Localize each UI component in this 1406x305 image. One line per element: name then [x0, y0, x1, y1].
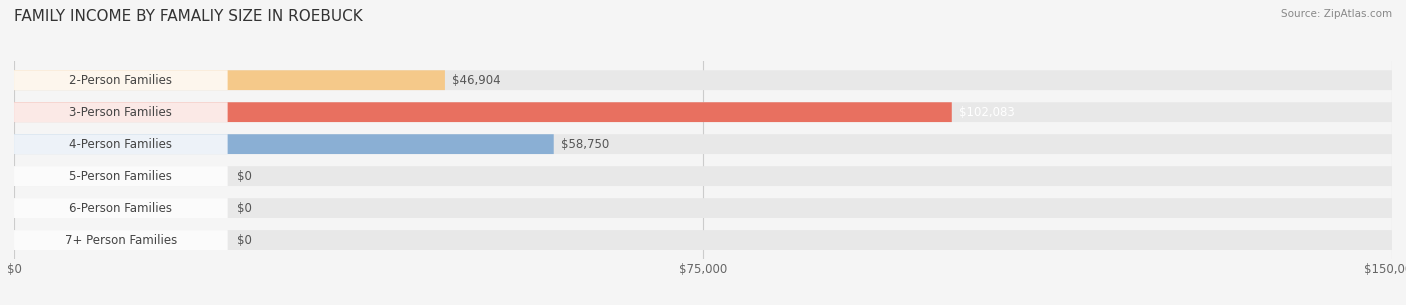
FancyBboxPatch shape	[14, 102, 952, 122]
FancyBboxPatch shape	[14, 166, 228, 186]
FancyBboxPatch shape	[14, 102, 1392, 122]
Text: Source: ZipAtlas.com: Source: ZipAtlas.com	[1281, 9, 1392, 19]
FancyBboxPatch shape	[14, 230, 228, 250]
Text: 4-Person Families: 4-Person Families	[69, 138, 173, 151]
Text: $58,750: $58,750	[561, 138, 609, 151]
Text: 6-Person Families: 6-Person Families	[69, 202, 173, 215]
FancyBboxPatch shape	[14, 102, 228, 122]
Text: 5-Person Families: 5-Person Families	[69, 170, 173, 183]
Text: $102,083: $102,083	[959, 106, 1014, 119]
Text: $0: $0	[238, 202, 252, 215]
Text: FAMILY INCOME BY FAMALIY SIZE IN ROEBUCK: FAMILY INCOME BY FAMALIY SIZE IN ROEBUCK	[14, 9, 363, 24]
Text: 7+ Person Families: 7+ Person Families	[65, 234, 177, 246]
FancyBboxPatch shape	[14, 134, 1392, 154]
FancyBboxPatch shape	[14, 134, 228, 154]
FancyBboxPatch shape	[14, 70, 444, 90]
Text: $0: $0	[238, 170, 252, 183]
FancyBboxPatch shape	[14, 134, 554, 154]
FancyBboxPatch shape	[14, 198, 228, 218]
FancyBboxPatch shape	[14, 70, 1392, 90]
Text: $46,904: $46,904	[451, 74, 501, 87]
FancyBboxPatch shape	[14, 70, 228, 90]
Text: 3-Person Families: 3-Person Families	[69, 106, 173, 119]
FancyBboxPatch shape	[14, 166, 1392, 186]
Text: $0: $0	[238, 234, 252, 246]
FancyBboxPatch shape	[14, 230, 1392, 250]
Text: 2-Person Families: 2-Person Families	[69, 74, 173, 87]
FancyBboxPatch shape	[14, 198, 1392, 218]
